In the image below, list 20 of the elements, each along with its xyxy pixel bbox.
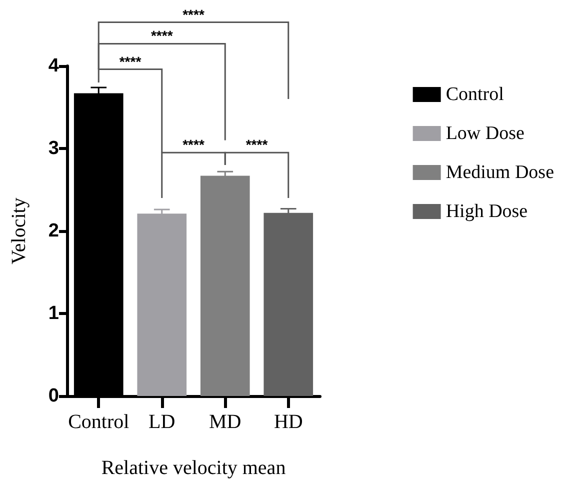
y-axis-title: Velocity <box>8 198 30 264</box>
legend-label: Low Dose <box>446 123 524 144</box>
y-tick-label: 1 <box>48 303 60 324</box>
legend-label: High Dose <box>446 201 528 222</box>
annotation: **** <box>246 136 268 153</box>
x-tick-label: HD <box>274 411 303 433</box>
y-tick-label: 3 <box>48 138 59 159</box>
text: **** <box>182 6 205 22</box>
x-tick-label: Control <box>68 411 130 433</box>
annotation: **** <box>119 53 142 70</box>
annotation: **** <box>182 136 205 153</box>
y-tick-label: 2 <box>48 220 59 242</box>
y-tick-label: 4 <box>48 56 60 76</box>
x-axis-title: Relative velocity mean <box>101 457 286 479</box>
x-tick-label: LD <box>148 411 176 433</box>
text: **** <box>150 28 174 44</box>
y-tick-label: 0 <box>48 386 59 406</box>
x-tick-label: MD <box>209 411 242 433</box>
legend-label: Control <box>446 84 504 105</box>
legend-label: Medium Dose <box>446 162 554 183</box>
